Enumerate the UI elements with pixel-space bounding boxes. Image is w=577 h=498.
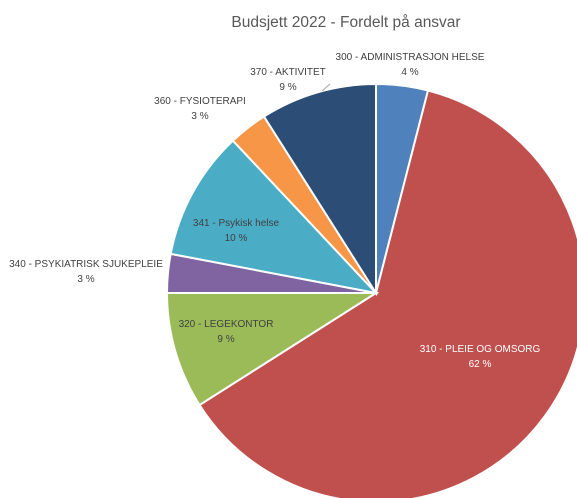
leader-line bbox=[321, 83, 331, 92]
chart-title: Budsjett 2022 - Fordelt på ansvar bbox=[231, 14, 461, 31]
pie-slice bbox=[262, 82, 377, 297]
data-label-category: 310 - PLEIE OG OMSORG bbox=[420, 344, 541, 355]
data-label-category: 320 - LEGEKONTOR bbox=[179, 319, 274, 330]
data-label-category: 300 - ADMINISTRASJON HELSE bbox=[336, 52, 485, 63]
data-label-percent: 62 % bbox=[469, 359, 492, 370]
data-label-percent: 9 % bbox=[217, 334, 234, 345]
data-label-percent: 4 % bbox=[401, 67, 418, 78]
data-label-category: 370 - AKTIVITET bbox=[250, 67, 326, 78]
data-label-percent: 9 % bbox=[279, 82, 296, 93]
pie-slice bbox=[165, 292, 380, 407]
data-label-category: 340 - PSYKIATRISK SJUKEPLEIE bbox=[9, 259, 163, 270]
data-label-percent: 10 % bbox=[225, 233, 248, 244]
data-label-percent: 3 % bbox=[191, 111, 208, 122]
data-label-category: 341 - Psykisk helse bbox=[193, 218, 280, 229]
data-label-category: 360 - FYSIOTERAPI bbox=[154, 96, 246, 107]
pie-slice bbox=[169, 139, 379, 295]
data-label-percent: 3 % bbox=[77, 274, 94, 285]
pie-slice bbox=[198, 89, 577, 498]
